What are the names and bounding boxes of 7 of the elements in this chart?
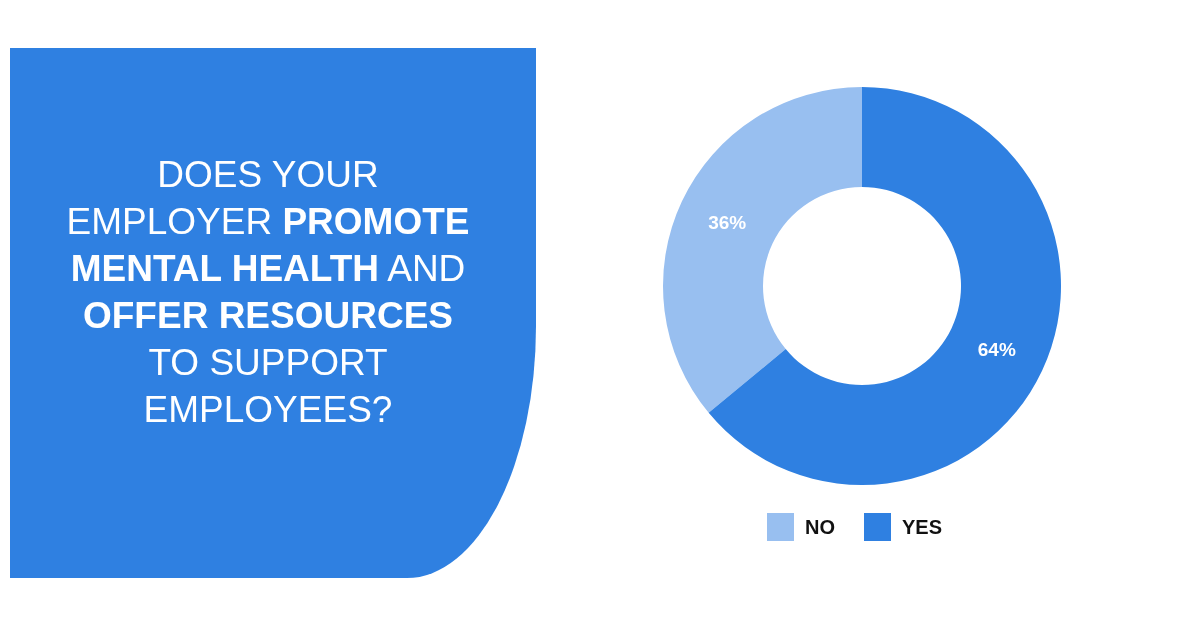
- legend-label: YES: [902, 516, 943, 538]
- legend-label: NO: [805, 516, 835, 538]
- chart-title: DOES YOUR EMPLOYER PROMOTE MENTAL HEALTH AND OFFER RESOURCES TO SUPPORT EMPLOYEES?: [66, 154, 470, 430]
- data-label: 36%: [708, 212, 747, 234]
- donut-slice: [663, 87, 862, 413]
- donut-slice: [708, 87, 1061, 485]
- data-label: 64%: [977, 339, 1016, 361]
